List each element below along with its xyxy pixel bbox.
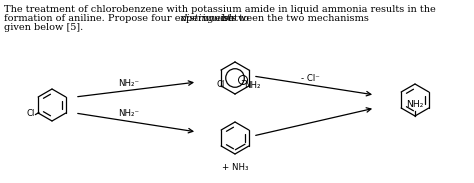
Text: NH₂: NH₂ (244, 81, 261, 90)
Text: Cl: Cl (217, 80, 225, 89)
Text: NH₂⁻: NH₂⁻ (118, 109, 139, 119)
Text: - Cl⁻: - Cl⁻ (301, 74, 319, 83)
Text: Cl: Cl (26, 109, 35, 119)
Text: given below [5].: given below [5]. (4, 23, 83, 32)
Text: formation of aniline. Propose four experiments to: formation of aniline. Propose four exper… (4, 14, 252, 23)
Text: distinguish: distinguish (181, 14, 235, 23)
Text: −: − (240, 76, 246, 85)
Text: NH₂: NH₂ (406, 100, 424, 109)
Text: The treatment of chlorobenzene with potassium amide in liquid ammonia results in: The treatment of chlorobenzene with pota… (4, 5, 436, 14)
Text: NH₂⁻: NH₂⁻ (118, 79, 139, 89)
Text: + NH₃: + NH₃ (222, 163, 248, 172)
Text: between the two mechanisms: between the two mechanisms (219, 14, 369, 23)
